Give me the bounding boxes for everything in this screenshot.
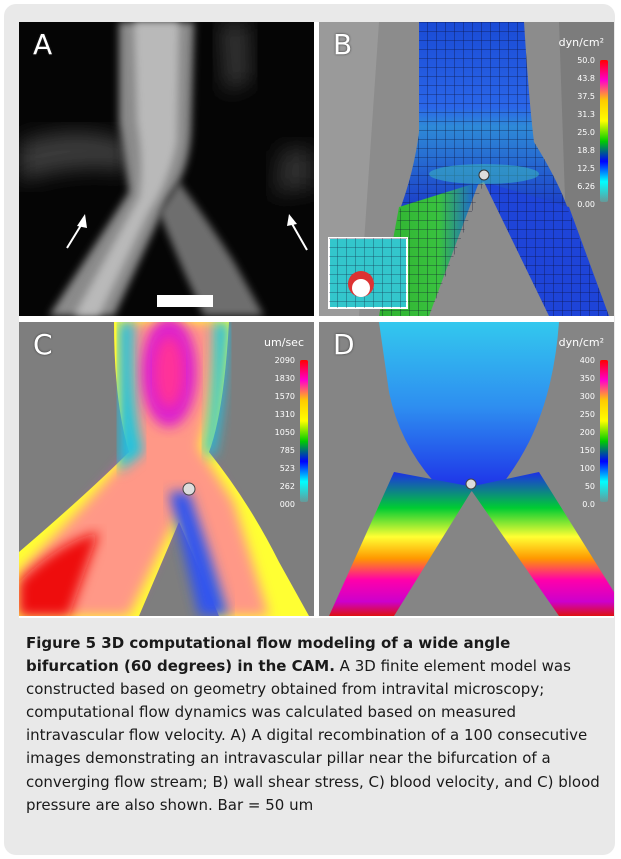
- microscopy-image: [19, 22, 314, 316]
- tick-label: 18.8: [577, 146, 595, 155]
- tick-label: 100: [579, 464, 595, 473]
- tick-label: 785: [279, 446, 295, 455]
- tick-label: 262: [279, 482, 295, 491]
- caption-body: A 3D finite element model was constructe…: [26, 657, 600, 814]
- colorbar-unit: dyn/cm²: [558, 36, 604, 49]
- tick-label: 200: [579, 428, 595, 437]
- tick-label: 1570: [274, 392, 295, 401]
- colorbar-unit: um/sec: [264, 336, 304, 349]
- colorbar: [600, 360, 608, 502]
- colorbar-ticks: 2090 1830 1570 1310 1050 785 523 262 000: [267, 356, 295, 509]
- panel-b: B dyn/cm² 50.0 43.8 37.5 31.3 25.0 18.8 …: [319, 22, 614, 316]
- panel-c: C um/sec 2090 1830 1570 1310 1050 785 52…: [19, 322, 314, 616]
- tick-label: 250: [579, 410, 595, 419]
- colorbar: [600, 60, 608, 202]
- tick-label: 0.0: [582, 500, 595, 509]
- tick-label: 1050: [274, 428, 295, 437]
- tick-label: 25.0: [577, 128, 595, 137]
- tick-label: 0.00: [577, 200, 595, 209]
- panel-label-b: B: [333, 28, 353, 61]
- colorbar-ticks: 50.0 43.8 37.5 31.3 25.0 18.8 12.5 6.26 …: [567, 56, 595, 209]
- tick-label: 300: [579, 392, 595, 401]
- panel-label-c: C: [33, 328, 53, 361]
- tick-label: 523: [279, 464, 295, 473]
- colorbar: [300, 360, 308, 502]
- tick-label: 37.5: [577, 92, 595, 101]
- figure-grid: A: [19, 22, 614, 618]
- caption-title: Figure 5 3D computational flow modeling …: [26, 634, 511, 676]
- shear-stress-mesh: [319, 22, 614, 316]
- tick-label: 12.5: [577, 164, 595, 173]
- panel-label-d: D: [333, 328, 355, 361]
- tick-label: 1830: [274, 374, 295, 383]
- arrow-right-icon: [290, 221, 308, 251]
- tick-label: 43.8: [577, 74, 595, 83]
- tick-label: 000: [279, 500, 295, 509]
- tick-label: 150: [579, 446, 595, 455]
- colorbar-unit: dyn/cm²: [558, 336, 604, 349]
- tick-label: 31.3: [577, 110, 595, 119]
- tick-label: 350: [579, 374, 595, 383]
- tick-label: 50.0: [577, 56, 595, 65]
- tick-label: 6.26: [577, 182, 595, 191]
- velocity-map: [19, 322, 314, 616]
- panel-d: D dyn/cm² 400 350 300 250 200 150 100 50…: [319, 322, 614, 616]
- scale-bar: [157, 295, 213, 307]
- figure-caption: Figure 5 3D computational flow modeling …: [26, 632, 600, 817]
- pressure-map: [319, 322, 614, 616]
- panel-a: A: [19, 22, 314, 316]
- tick-label: 2090: [274, 356, 295, 365]
- tick-label: 50: [584, 482, 595, 491]
- panel-label-a: A: [33, 28, 53, 61]
- tick-label: 1310: [274, 410, 295, 419]
- colorbar-ticks: 400 350 300 250 200 150 100 50 0.0: [567, 356, 595, 509]
- tick-label: 400: [579, 356, 595, 365]
